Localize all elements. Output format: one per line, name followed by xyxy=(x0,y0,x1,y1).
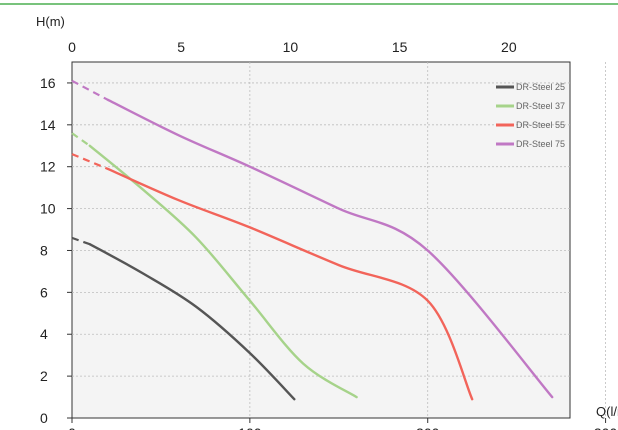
y-tick-label-1: 2 xyxy=(40,368,48,384)
y-tick-label-4: 8 xyxy=(40,242,48,258)
x-tick-label-3: 300 xyxy=(594,425,618,430)
legend: DR-Steel 25 DR-Steel 37 DR-Steel 55 DR-Stee… xyxy=(496,82,565,149)
y-tick-label-7: 14 xyxy=(40,117,56,133)
top-tick-label-2: 10 xyxy=(283,39,299,55)
series-line-dr-steel-25 xyxy=(88,243,296,401)
y-tick-label-5: 10 xyxy=(40,201,56,217)
top-axis: 0 5 10 15 20 xyxy=(68,39,517,55)
legend-label-dr-steel-37: DR-Steel 37 xyxy=(516,101,565,111)
x-axis-label: Q(l/min) xyxy=(596,404,618,419)
series-dashed-dr-steel-37 xyxy=(71,132,91,147)
legend-label-dr-steel-55: DR-Steel 55 xyxy=(516,120,565,130)
y-tick-label-0: 0 xyxy=(40,410,48,426)
x-tick-label-0: 0 xyxy=(68,425,76,430)
top-tick-label-0: 0 xyxy=(68,39,76,55)
legend-label-dr-steel-25: DR-Steel 25 xyxy=(516,82,565,92)
legend-label-dr-steel-75: DR-Steel 75 xyxy=(516,139,565,149)
plot-area xyxy=(71,61,571,419)
series-line-dr-steel-75 xyxy=(106,98,554,399)
series-group xyxy=(71,79,554,401)
series-dashed-dr-steel-25 xyxy=(71,236,91,246)
series-line-dr-steel-55 xyxy=(106,167,474,401)
series-line-dr-steel-37 xyxy=(88,144,358,399)
y-axis-label: H(m) xyxy=(36,14,65,29)
y-axis: 0 2 4 6 8 10 12 14 16 xyxy=(40,75,72,426)
y-tick-label-2: 4 xyxy=(40,326,48,342)
x-tick-label-2: 200 xyxy=(416,425,440,430)
top-tick-label-3: 15 xyxy=(392,39,408,55)
y-tick-label-8: 16 xyxy=(40,75,56,91)
bottom-axis: 0 100 200 300 xyxy=(68,418,617,430)
series-dashed-dr-steel-75 xyxy=(71,79,109,101)
y-tick-label-3: 6 xyxy=(40,284,48,300)
top-tick-label-1: 5 xyxy=(177,39,185,55)
series-dashed-dr-steel-55 xyxy=(71,153,109,170)
y-tick-label-6: 12 xyxy=(40,159,56,175)
x-tick-label-1: 100 xyxy=(238,425,262,430)
top-tick-label-4: 20 xyxy=(501,39,517,55)
